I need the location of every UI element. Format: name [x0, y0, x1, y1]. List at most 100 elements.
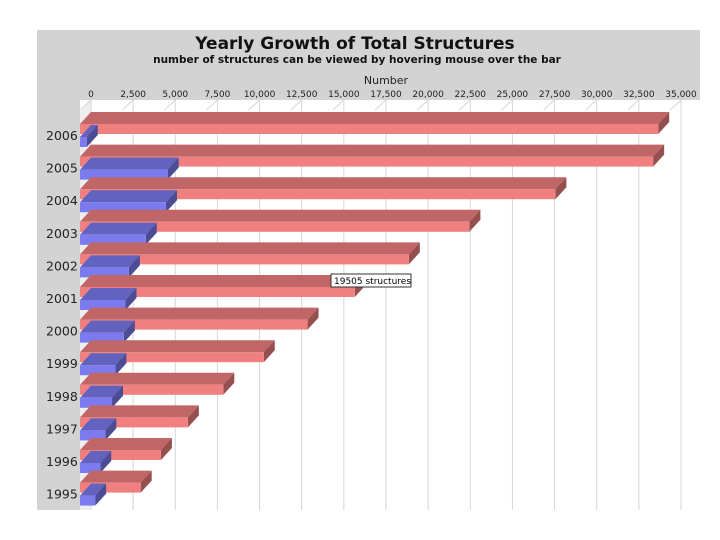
bar-yearly — [80, 288, 137, 310]
x-tick-label: 22,500 — [455, 90, 487, 100]
x-tick-label: 2,500 — [120, 90, 146, 100]
x-tick-label: 27,500 — [539, 90, 571, 100]
bar-total-top-face — [80, 307, 319, 320]
bar-total-front-face — [80, 482, 141, 493]
bar-total — [80, 405, 199, 428]
x-tick-label: 7,500 — [205, 90, 231, 100]
bar-yearly-front-face — [80, 300, 126, 310]
bar-total-front-face — [80, 319, 308, 330]
tooltip-box — [330, 273, 412, 288]
x-tick-label: 30,000 — [581, 90, 613, 100]
bar-yearly-top-face — [80, 125, 98, 137]
grid-line-floor — [501, 99, 513, 111]
bar-total-top-face — [80, 242, 420, 255]
x-axis-label: Number — [364, 74, 409, 87]
bar-total-side-face — [160, 438, 172, 460]
year-label: 1996 — [46, 454, 78, 469]
x-tick-label: 20,000 — [412, 90, 444, 100]
bar-yearly-top-face — [80, 353, 127, 366]
bar-yearly-side-face — [115, 353, 127, 376]
bar-total-front-face — [80, 189, 556, 200]
grid-line-floor — [458, 99, 471, 111]
bar-yearly-side-face — [167, 157, 179, 180]
bar-yearly — [80, 125, 98, 147]
bar-total — [80, 112, 670, 134]
x-axis-ticks: 0 2,500 5,000 7,500 10,000 12,500 15,000 17,500… — [88, 90, 697, 100]
bar-total-side-face — [653, 144, 665, 167]
bar-yearly — [80, 483, 107, 506]
bar-yearly-front-face — [80, 202, 166, 213]
bar-yearly-side-face — [123, 320, 135, 343]
bar-yearly-top-face — [80, 451, 112, 463]
grid-line-floor — [374, 99, 387, 111]
bar-total — [80, 438, 172, 460]
tooltip-text: 19505 structures — [334, 277, 411, 287]
bar-total — [80, 177, 567, 200]
bar-yearly-top-face — [80, 222, 157, 235]
grid-line-floor — [416, 99, 429, 111]
grid-line-floor — [669, 99, 682, 111]
grid-line-floor — [121, 99, 134, 111]
bar-total-front-face — [80, 221, 470, 232]
x-tick-label: 5,000 — [162, 90, 188, 100]
bar-yearly-front-face — [80, 495, 96, 506]
bar-total-top-face — [80, 405, 199, 418]
bar-yearly-side-face — [145, 222, 157, 245]
grid-line-floor — [206, 99, 218, 111]
year-label: 2004 — [46, 193, 78, 208]
bar-yearly-front-face — [80, 430, 106, 441]
year-label: 1995 — [46, 487, 78, 502]
grid-line-floor — [543, 99, 555, 111]
bar-yearly — [80, 385, 124, 408]
bar-total-side-face — [223, 372, 235, 395]
grid-line-floor — [585, 99, 598, 111]
bar-total-top-face — [80, 209, 481, 222]
bar-total-front-face — [80, 384, 224, 395]
bar-yearly-side-face — [128, 255, 140, 278]
bar-total — [80, 242, 420, 265]
bar-total-side-face — [658, 112, 670, 134]
bar-total-side-face — [307, 307, 319, 330]
bar-total-front-face — [80, 287, 355, 297]
bar-yearly — [80, 418, 117, 441]
category-labels: 2006 2005 2004 2003 2002 2001 2000 1999 1998 1997… — [46, 128, 78, 502]
bar-yearly-side-face — [105, 418, 117, 441]
bar-total-side-face — [469, 209, 481, 232]
bar-yearly-front-face — [80, 365, 116, 376]
bar-total-side-face — [187, 405, 199, 428]
grid-line-floor — [290, 99, 303, 111]
bar-yearly — [80, 157, 179, 180]
chart-subtitle: number of structures can be viewed by ho… — [153, 54, 562, 66]
bar-yearly-top-face — [80, 288, 137, 300]
bar-yearly-front-face — [80, 137, 87, 147]
year-label: 2003 — [46, 226, 78, 241]
bar-yearly — [80, 320, 135, 343]
bars — [80, 112, 670, 506]
bar-yearly-top-face — [80, 320, 135, 333]
bar-total-side-face — [263, 340, 275, 363]
grid-lines — [79, 99, 682, 510]
bar-yearly-top-face — [80, 255, 140, 268]
bar-yearly-side-face — [95, 483, 107, 506]
year-label: 2001 — [46, 291, 78, 306]
bar-total-side-face — [408, 242, 420, 265]
bar-total — [80, 470, 152, 493]
x-tick-label: 15,000 — [328, 90, 360, 100]
bar-total-front-face — [80, 417, 188, 428]
year-label: 2000 — [46, 324, 78, 339]
year-label: 2005 — [46, 161, 78, 176]
year-label: 2002 — [46, 258, 78, 273]
grid-line-floor — [627, 99, 640, 111]
bar-yearly-front-face — [80, 169, 168, 180]
x-tick-label: 35,000 — [665, 90, 697, 100]
bar-yearly — [80, 255, 140, 278]
bar-total-top-face — [80, 275, 366, 287]
grid-line-floor — [163, 99, 176, 111]
grid-line-floor — [79, 99, 92, 111]
bar-total-front-face — [80, 352, 264, 363]
bar-yearly — [80, 353, 127, 376]
bar-total-top-face — [80, 112, 670, 124]
bar-yearly-front-face — [80, 332, 124, 343]
bar-total-front-face — [80, 450, 161, 460]
